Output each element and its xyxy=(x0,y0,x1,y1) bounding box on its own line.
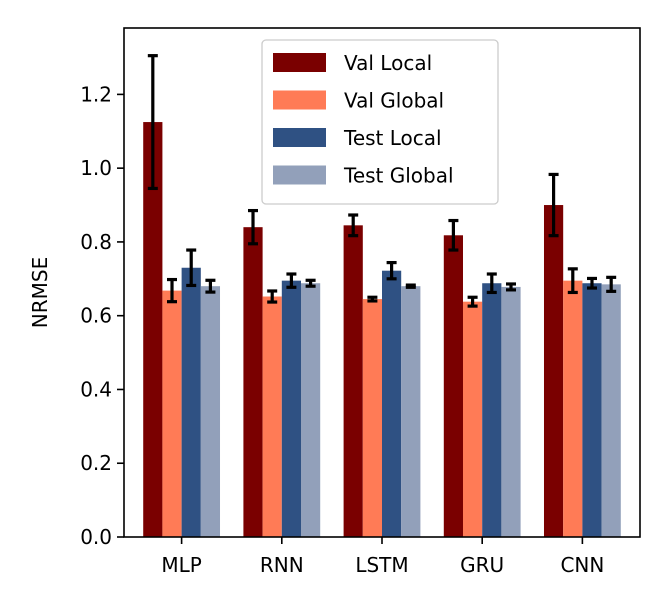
legend-swatch xyxy=(273,53,326,72)
legend-label: Test Local xyxy=(343,126,442,150)
bar xyxy=(482,283,502,537)
bar xyxy=(582,283,602,537)
bar xyxy=(143,122,163,537)
legend-swatch xyxy=(273,90,326,110)
legend-label: Val Global xyxy=(344,89,444,113)
y-tick-label: 1.2 xyxy=(80,82,112,106)
x-tick-label: CNN xyxy=(560,553,604,577)
bar xyxy=(343,225,363,537)
error-bars-layer xyxy=(147,54,617,308)
bar xyxy=(543,205,564,538)
legend-box xyxy=(261,39,499,205)
bar xyxy=(462,301,483,537)
bar xyxy=(563,280,583,537)
legend-swatch xyxy=(273,165,326,185)
y-tick-label: 0.2 xyxy=(80,451,112,475)
y-tick-label: 0.0 xyxy=(80,525,112,549)
bar xyxy=(200,286,221,537)
x-tick-label: MLP xyxy=(161,553,201,577)
bar xyxy=(362,299,382,537)
legend: Val Local Val Global Test Local Test Global xyxy=(261,39,499,205)
bar xyxy=(243,227,263,537)
y-tick-label: 0.4 xyxy=(80,377,112,401)
bar xyxy=(401,286,421,537)
x-axis: MLP RNN LSTM GRU CNN xyxy=(161,537,604,577)
bar xyxy=(162,290,182,537)
bar xyxy=(262,296,282,537)
y-tick-label: 0.8 xyxy=(80,230,112,254)
bar xyxy=(601,284,621,537)
bar xyxy=(301,283,321,537)
x-tick-label: LSTM xyxy=(355,553,408,577)
y-axis: 0.0 0.2 0.4 0.6 0.8 1.0 1.2 xyxy=(80,82,124,549)
x-tick-label: RNN xyxy=(260,553,304,577)
bar xyxy=(281,280,302,537)
legend-label: Val Local xyxy=(344,51,432,75)
bars-layer xyxy=(143,122,621,538)
bar xyxy=(382,270,402,537)
y-tick-label: 0.6 xyxy=(80,304,112,328)
x-tick-label: GRU xyxy=(460,553,504,577)
bar xyxy=(501,286,521,537)
legend-swatch xyxy=(273,128,326,147)
y-axis-title: NRMSE xyxy=(28,257,52,328)
bar xyxy=(181,267,201,537)
y-tick-label: 1.0 xyxy=(80,156,112,180)
bar xyxy=(443,235,463,538)
legend-label: Test Global xyxy=(343,164,454,188)
